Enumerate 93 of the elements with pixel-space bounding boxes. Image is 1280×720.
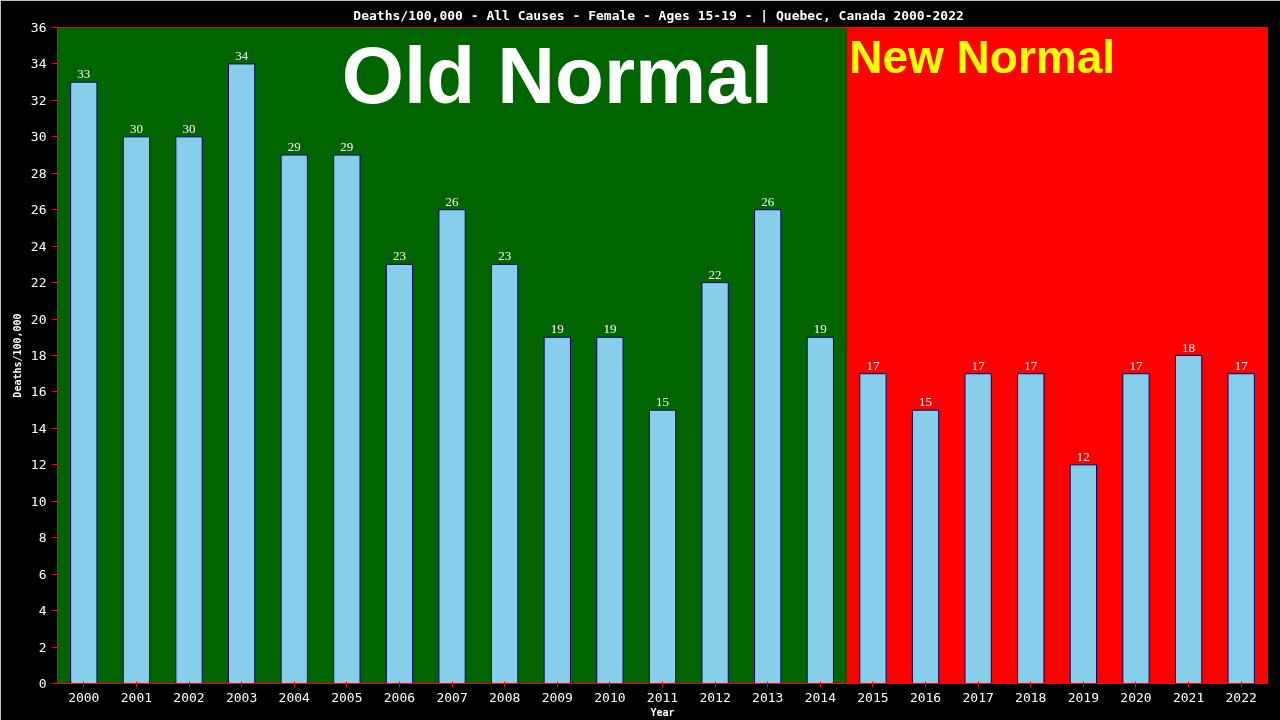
bar xyxy=(859,373,887,684)
data-label: 17 xyxy=(1024,357,1038,373)
data-label: 23 xyxy=(392,248,406,264)
x-tick-label: 2007 xyxy=(436,689,468,705)
bar xyxy=(1227,373,1255,684)
x-tick-label: 2008 xyxy=(489,689,521,705)
bar xyxy=(333,154,361,684)
x-tick-label: 2012 xyxy=(699,689,731,705)
data-label: 19 xyxy=(550,321,564,337)
y-axis-title: Deaths/100,000 xyxy=(11,313,23,398)
x-tick-label: 2003 xyxy=(225,689,258,705)
data-label: 15 xyxy=(656,394,669,410)
data-label: 29 xyxy=(287,139,301,155)
y-tick-label: 12 xyxy=(30,457,47,473)
y-tick-label: 28 xyxy=(30,165,47,181)
data-label: 29 xyxy=(340,139,354,155)
x-axis-title: Year xyxy=(650,706,675,718)
x-tick-label: 2021 xyxy=(1172,689,1205,705)
bar xyxy=(543,336,571,684)
bar xyxy=(596,336,624,684)
data-label: 19 xyxy=(813,321,827,337)
bar xyxy=(70,81,98,684)
x-tick-label: 2022 xyxy=(1225,689,1257,705)
x-tick-label: 2018 xyxy=(1015,689,1047,705)
y-tick-label: 20 xyxy=(30,311,47,327)
bar xyxy=(122,136,151,684)
x-tick-label: 2000 xyxy=(68,689,100,705)
x-tick-label: 2014 xyxy=(804,689,837,705)
data-label: 18 xyxy=(1182,339,1196,355)
data-label: 15 xyxy=(919,394,933,410)
y-tick-label: 24 xyxy=(30,238,47,254)
x-tick-label: 2005 xyxy=(331,689,363,705)
bar xyxy=(911,409,940,684)
bar xyxy=(701,282,729,684)
x-tick-label: 2020 xyxy=(1120,689,1152,705)
bar xyxy=(491,263,519,684)
bar xyxy=(964,373,992,684)
x-tick-label: 2010 xyxy=(594,689,626,705)
bar xyxy=(280,154,308,684)
bar xyxy=(227,63,256,684)
data-label: 34 xyxy=(235,47,249,63)
y-tick-label: 8 xyxy=(38,530,47,546)
x-tick-label: 2016 xyxy=(909,689,942,705)
data-label: 17 xyxy=(866,357,880,373)
x-tick-label: 2009 xyxy=(541,689,573,705)
x-tick-label: 2013 xyxy=(752,689,784,705)
chart-title: Deaths/100,000 - All Causes - Female - Ages 15-19 - | Quebec, Canada 2000-2022 xyxy=(353,7,964,23)
y-tick-label: 18 xyxy=(30,348,47,363)
data-label: 17 xyxy=(1129,357,1143,373)
data-label: 26 xyxy=(761,193,775,209)
x-tick-label: 2017 xyxy=(962,689,994,705)
x-tick-label: 2004 xyxy=(278,689,311,705)
y-tick-label: 16 xyxy=(30,384,47,400)
band-label: New Normal xyxy=(849,30,1116,83)
data-label: 19 xyxy=(603,321,617,337)
y-tick-label: 34 xyxy=(30,56,47,72)
data-label: 17 xyxy=(1234,357,1249,373)
data-label: 12 xyxy=(1076,448,1090,464)
bar xyxy=(1122,373,1150,684)
bar xyxy=(648,409,677,684)
x-tick-label: 2011 xyxy=(646,689,679,705)
y-tick-label: 4 xyxy=(38,603,47,619)
data-label: 23 xyxy=(498,248,512,264)
data-label: 30 xyxy=(129,120,143,136)
y-tick-label: 10 xyxy=(30,493,47,509)
bar xyxy=(1174,355,1203,684)
data-label: 22 xyxy=(708,266,722,282)
y-tick-label: 32 xyxy=(30,92,47,108)
y-tick-label: 0 xyxy=(38,676,47,691)
bar xyxy=(175,136,203,684)
data-label: 17 xyxy=(971,357,986,373)
bar xyxy=(438,209,466,684)
y-tick-label: 22 xyxy=(30,275,47,291)
bar xyxy=(806,336,834,684)
x-tick-label: 2002 xyxy=(173,689,205,705)
y-tick-label: 26 xyxy=(30,202,47,218)
x-tick-label: 2001 xyxy=(120,689,153,705)
data-label: 30 xyxy=(182,120,196,136)
bar xyxy=(754,209,782,684)
bar xyxy=(1069,464,1098,684)
y-tick-label: 2 xyxy=(38,639,47,655)
x-tick-label: 2015 xyxy=(857,689,889,705)
x-tick-label: 2019 xyxy=(1067,689,1100,705)
data-label: 33 xyxy=(77,66,91,82)
bar xyxy=(1017,373,1045,684)
bar xyxy=(385,263,414,684)
y-tick-label: 14 xyxy=(30,420,47,436)
y-tick-label: 30 xyxy=(30,129,47,145)
y-tick-label: 36 xyxy=(30,20,47,35)
y-tick-label: 6 xyxy=(38,566,47,582)
data-label: 26 xyxy=(445,193,460,209)
band-label: Old Normal xyxy=(341,30,773,120)
x-tick-label: 2006 xyxy=(383,689,416,705)
